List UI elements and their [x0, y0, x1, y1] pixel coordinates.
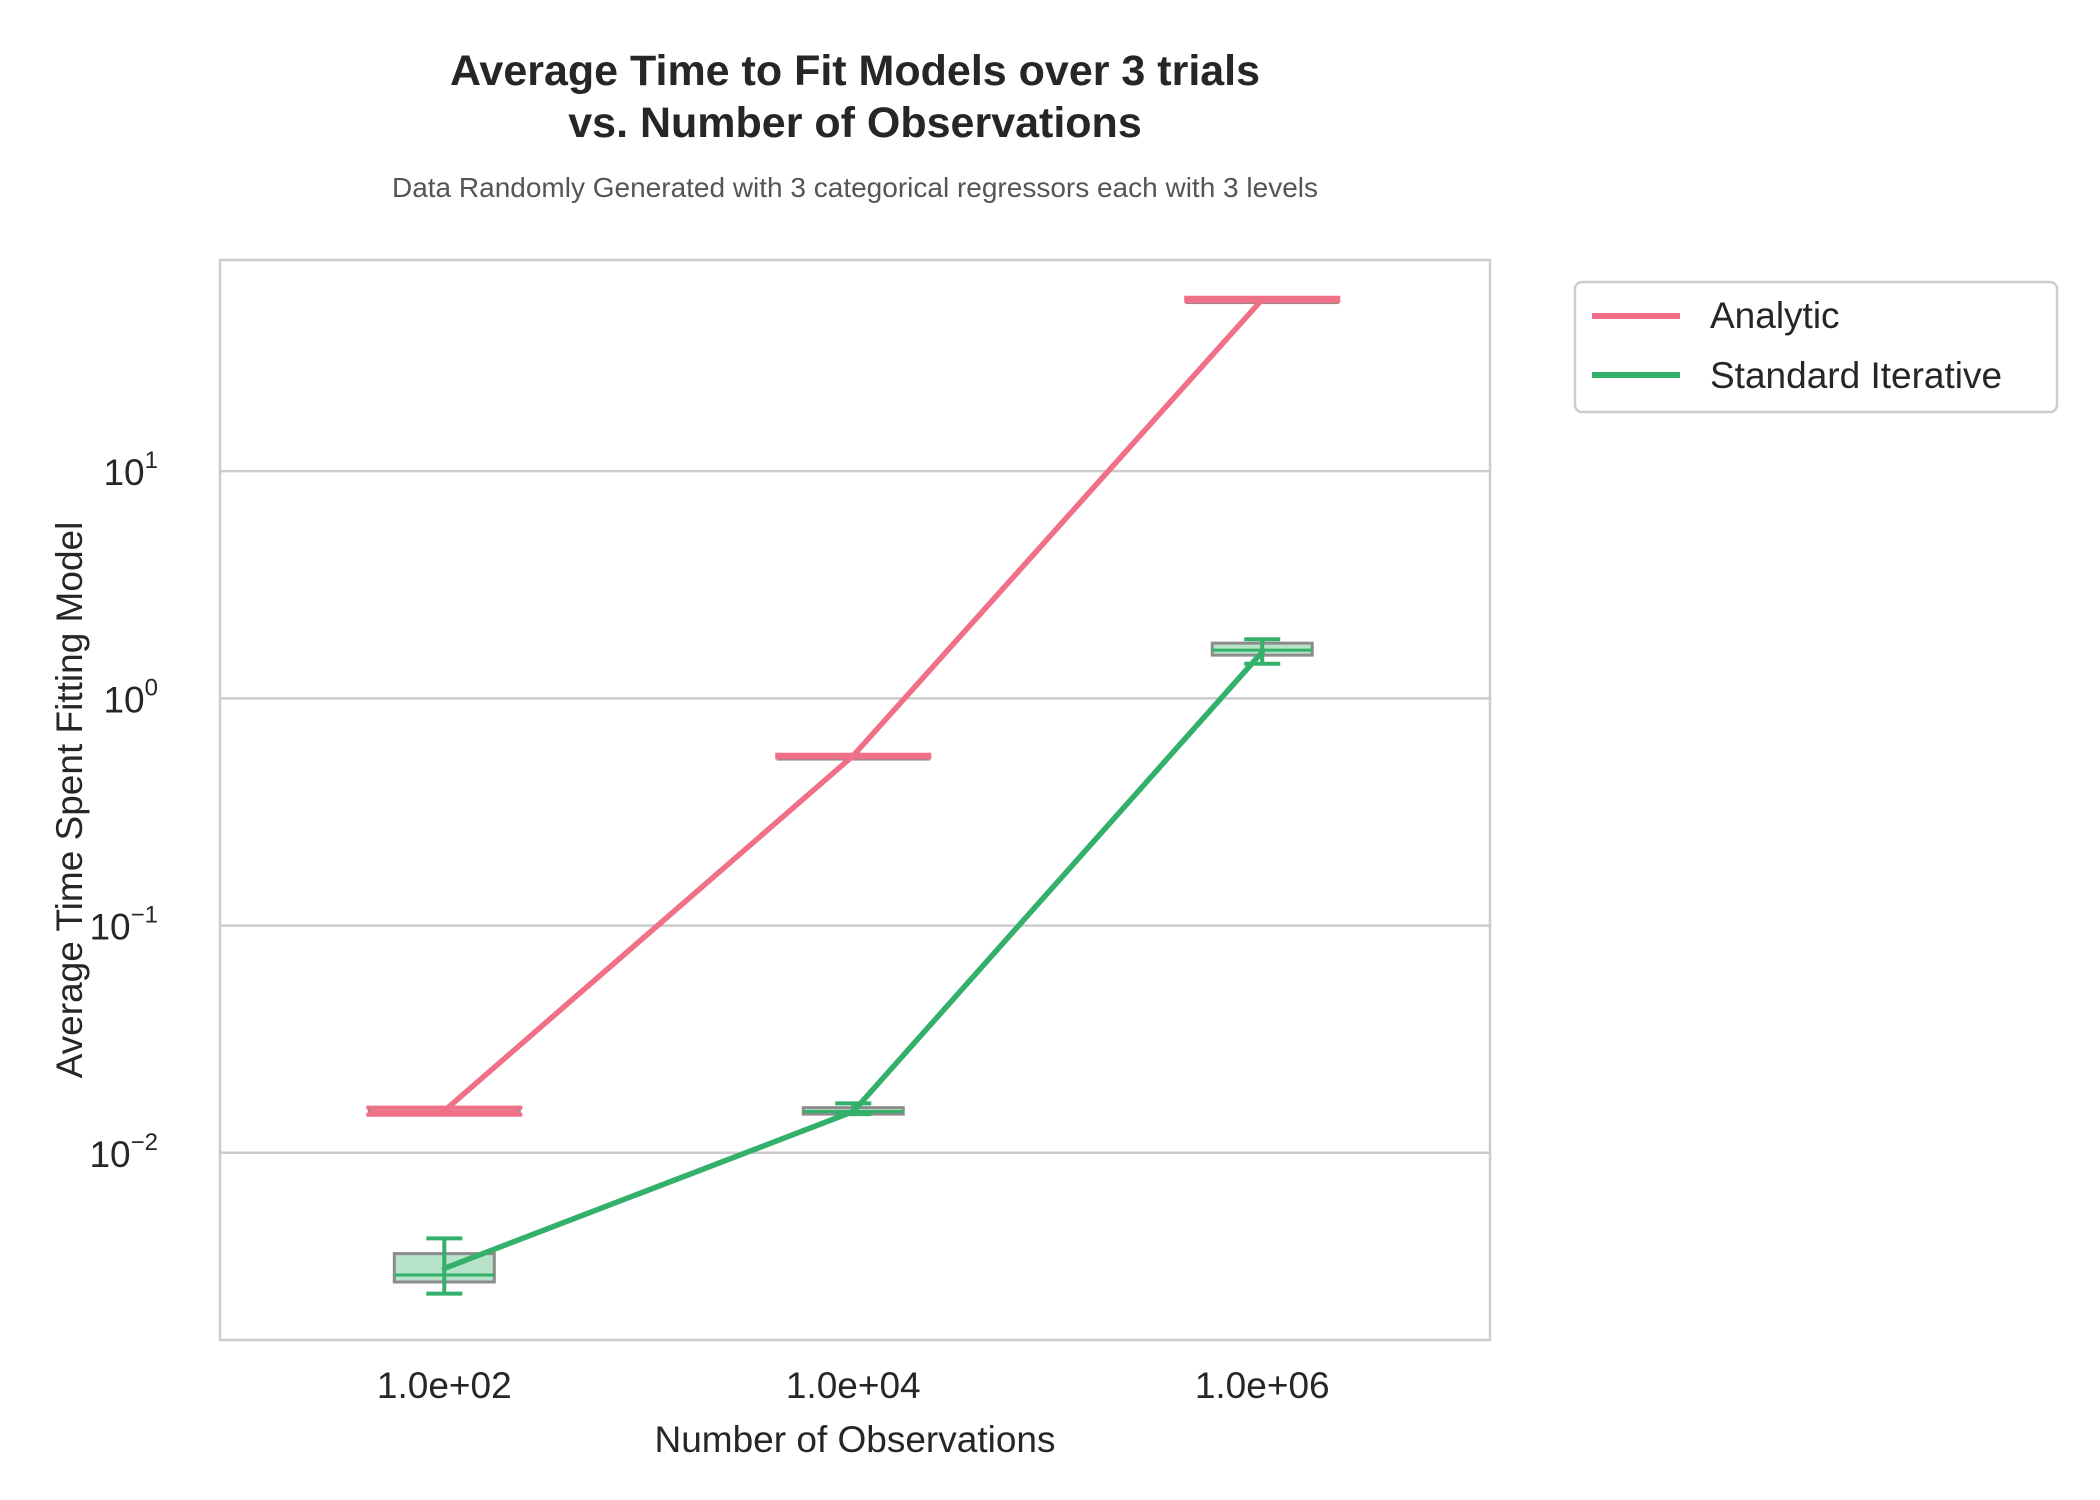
legend: Analytic Standard Iterative: [1573, 280, 2059, 414]
chart-title-line-1: Average Time to Fit Models over 3 trials: [450, 47, 1260, 95]
plot-area: [218, 258, 1492, 1342]
chart-title-line-2: vs. Number of Observations: [568, 99, 1142, 147]
x-tick-label-1: 1.0e+04: [786, 1365, 921, 1406]
x-axis-label: Number of Observations: [654, 1419, 1055, 1460]
legend-label-standard-iterative: Standard Iterative: [1710, 355, 2002, 396]
standard-iterative-line: [441, 649, 1265, 1272]
y-tick-label-0: 10−2: [89, 1129, 158, 1175]
chart-subtitle: Data Randomly Generated with 3 categoric…: [392, 172, 1318, 203]
y-tick-label-1: 10−1: [89, 902, 158, 948]
plot-frame: [218, 258, 1492, 1342]
analytic-line: [441, 296, 1265, 1114]
x-tick-label-2: 1.0e+06: [1195, 1365, 1330, 1406]
y-axis-label: Average Time Spent Fitting Model: [49, 522, 90, 1079]
x-tick-label-0: 1.0e+02: [377, 1365, 512, 1406]
legend-label-analytic: Analytic: [1710, 295, 1840, 336]
y-tick-label-2: 100: [103, 674, 158, 720]
legend-frame: [1573, 280, 2059, 414]
y-tick-label-3: 101: [103, 447, 158, 493]
